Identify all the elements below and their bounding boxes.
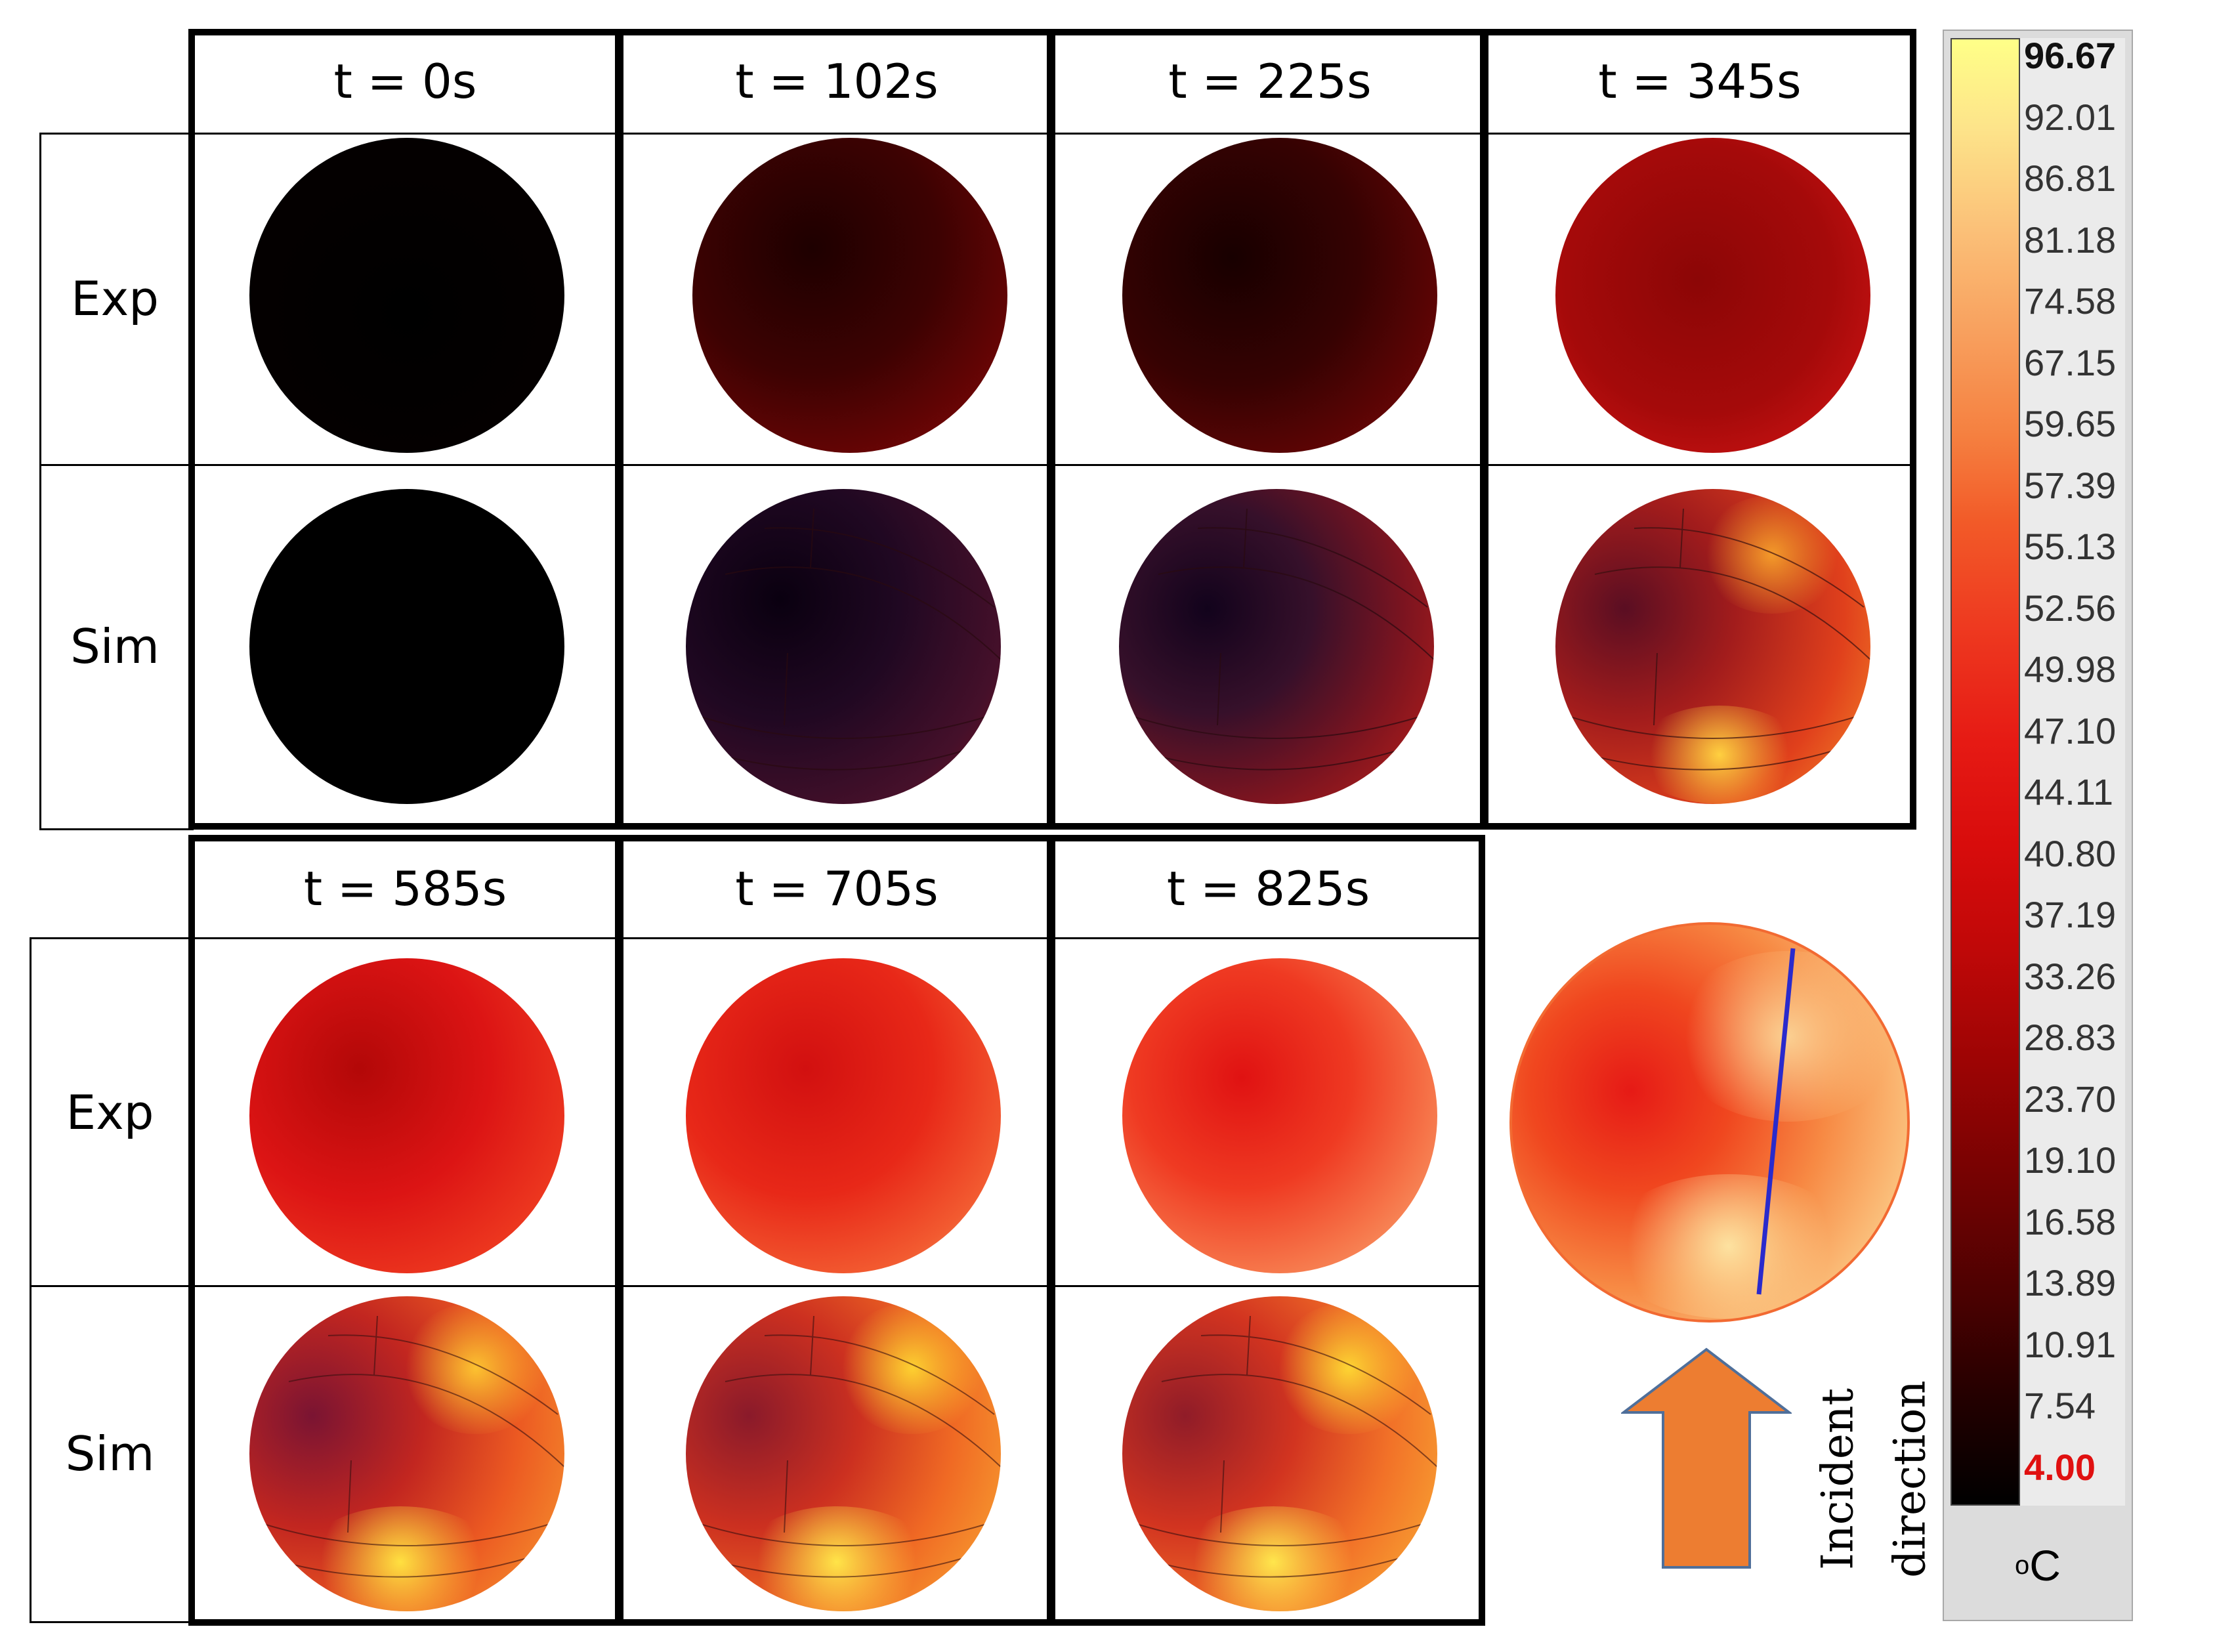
- grid-line: [30, 937, 1483, 939]
- colorbar-tick-label: 57.39: [2024, 464, 2117, 506]
- colorbar-gradient: [1951, 38, 2020, 1506]
- incident-label-line2: direction: [1884, 1380, 1935, 1578]
- row-label-exp-top: Exp: [71, 270, 159, 326]
- colorbar-tick-label: 10.91: [2024, 1323, 2117, 1365]
- exp-disk-t225: [1122, 138, 1437, 453]
- colorbar-tick-label: 67.15: [2024, 341, 2117, 383]
- colorbar-tick-label: 23.70: [2024, 1078, 2117, 1120]
- grid-line: [39, 133, 1916, 135]
- exp-disk-t102: [692, 138, 1007, 453]
- sim-disk-t102: [686, 489, 1001, 804]
- colorbar-tick-label: 7.54: [2024, 1385, 2096, 1426]
- exp-disk-t825: [1122, 958, 1437, 1273]
- grid-line: [39, 828, 194, 830]
- colorbar-tick-label: 4.00: [2024, 1446, 2096, 1488]
- grid-line: [30, 1285, 1483, 1287]
- colorbar-tick-label: 92.01: [2024, 96, 2117, 138]
- sim-disk-t705: [686, 1296, 1001, 1611]
- exp-disk-t585: [249, 958, 564, 1273]
- row-label-exp-bottom: Exp: [66, 1085, 154, 1140]
- sim-disk-t825: [1122, 1296, 1437, 1611]
- colorbar-tick-label: 19.10: [2024, 1139, 2117, 1181]
- colorbar-tick-label: 86.81: [2024, 158, 2117, 199]
- incident-arrow-icon: [1621, 1347, 1792, 1569]
- incident-label-line1: Incident: [1812, 1388, 1863, 1570]
- colorbar-tick-label: 96.67: [2024, 35, 2117, 76]
- colorbar-tick-column: [2020, 38, 2125, 1506]
- colorbar-tick-label: 40.80: [2024, 832, 2117, 874]
- colorbar-tick-label: 16.58: [2024, 1200, 2117, 1242]
- exp-disk-t705: [686, 958, 1001, 1273]
- header-t102: t = 102s: [735, 54, 939, 109]
- row-label-sim-top: Sim: [70, 618, 159, 674]
- colorbar-tick-label: 33.26: [2024, 955, 2117, 997]
- exp-disk-t345: [1555, 138, 1870, 453]
- sim-disk-t0: [249, 489, 564, 804]
- colorbar-tick-label: 55.13: [2024, 526, 2117, 567]
- sim-disk-t585: [249, 1296, 564, 1611]
- header-t585: t = 585s: [303, 861, 507, 916]
- incident-label: Incident direction: [1785, 1359, 1935, 1582]
- colorbar-tick-label: 37.19: [2024, 894, 2117, 935]
- header-t0: t = 0s: [333, 54, 477, 109]
- header-t345: t = 345s: [1598, 54, 1802, 109]
- colorbar-tick-label: 44.11: [2024, 771, 2113, 813]
- grid-line: [39, 464, 1916, 466]
- colorbar-tick-label: 74.58: [2024, 280, 2117, 322]
- exp-disk-detail: [1509, 922, 1910, 1323]
- colorbar-tick-label: 49.98: [2024, 648, 2117, 690]
- colorbar-tick-label: 81.18: [2024, 219, 2117, 261]
- sim-disk-t345: [1555, 489, 1870, 804]
- sim-disk-t225: [1119, 489, 1434, 804]
- row-label-sim-bottom: Sim: [65, 1426, 155, 1481]
- grid-line: [30, 1621, 190, 1623]
- colorbar-tick-label: 52.56: [2024, 587, 2117, 629]
- header-t705: t = 705s: [735, 861, 939, 916]
- colorbar-tick-label: 13.89: [2024, 1262, 2117, 1303]
- colorbar-tick-label: 47.10: [2024, 710, 2117, 752]
- header-t825: t = 825s: [1166, 861, 1370, 916]
- exp-disk-t0: [249, 138, 564, 453]
- colorbar-tick-label: 59.65: [2024, 403, 2117, 444]
- header-t225: t = 225s: [1168, 54, 1372, 109]
- colorbar-tick-label: 28.83: [2024, 1017, 2117, 1058]
